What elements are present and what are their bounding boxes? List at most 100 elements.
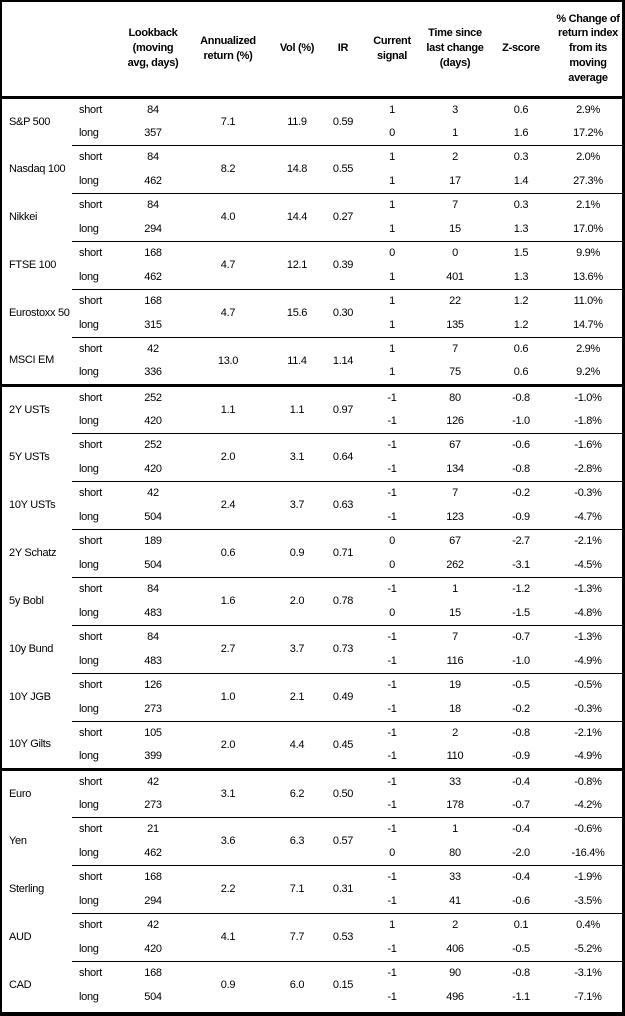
- signal-value: 0: [389, 846, 395, 859]
- time-since-value: 0: [422, 240, 488, 265]
- time-since-value: 126: [446, 414, 464, 427]
- time-since-value: 19: [422, 672, 488, 697]
- pct-change-value: 17.0%: [573, 222, 603, 235]
- zscore-value: 0.3: [488, 192, 554, 217]
- annualized-return-value: 4.7: [186, 288, 270, 337]
- zscore-value: -1.2: [488, 576, 554, 601]
- ir-value: 0.73: [324, 624, 362, 673]
- zscore-value: -0.7: [488, 624, 554, 649]
- zscore-value: -0.8: [488, 960, 554, 985]
- lookback-value: 168: [120, 240, 186, 265]
- ir-value: 1.14: [324, 336, 362, 385]
- pct-change-value: -2.1%: [554, 528, 622, 553]
- pct-change-value: -0.6%: [554, 816, 622, 841]
- table-header: Lookback (moving avg, days) Annualized r…: [2, 2, 622, 99]
- time-since-value: 80: [449, 846, 461, 859]
- asset-name: FTSE 100: [9, 259, 57, 271]
- annualized-return-value: 4.7: [186, 240, 270, 289]
- table-row: long 273 -1 178 -0.7 -4.2%: [2, 793, 622, 817]
- lookback-value: 357: [144, 126, 162, 139]
- pct-change-value: -7.1%: [574, 991, 602, 1003]
- table-row: long 483 -1 116 -1.0 -4.9%: [2, 649, 622, 673]
- time-since-value: 1: [452, 126, 458, 139]
- time-since-value: 7: [422, 624, 488, 649]
- col-header-asset: [2, 2, 72, 99]
- leg-label: short: [72, 288, 120, 313]
- time-since-value: 15: [449, 606, 461, 619]
- zscore-value: -0.8: [512, 462, 530, 475]
- pct-change-value: -0.3%: [574, 702, 602, 715]
- time-since-value: 17: [449, 174, 461, 187]
- lookback-value: 420: [144, 942, 162, 955]
- asset-name: 10Y USTs: [9, 499, 56, 511]
- table-body: S&P 500 short 84 7.1 11.9 0.59 1 3 0.6 2.9% long 35…: [2, 97, 622, 1009]
- leg-label: long: [79, 510, 99, 523]
- ir-value: 0.57: [324, 816, 362, 865]
- time-since-value: 116: [446, 654, 464, 667]
- leg-label: long: [79, 991, 99, 1003]
- col-header-lookback: Lookback (moving avg, days): [120, 2, 186, 99]
- lookback-value: 84: [120, 144, 186, 169]
- signal-value: -1: [362, 576, 422, 601]
- table-row: long 462 0 80 -2.0 -16.4%: [2, 841, 622, 865]
- table-row: Eurostoxx 50 short 168 4.7 15.6 0.30 1 22 1.2 11.…: [2, 288, 622, 337]
- signal-value: 0: [389, 558, 395, 571]
- asset-name: 5Y USTs: [9, 451, 50, 463]
- ir-value: 0.15: [324, 960, 362, 1009]
- signal-value: -1: [362, 383, 422, 409]
- leg-label: short: [79, 103, 102, 116]
- zscore-value: -0.4: [488, 864, 554, 889]
- leg-label: long: [79, 798, 99, 811]
- lookback-value: 168: [120, 288, 186, 313]
- leg-label: long: [79, 750, 99, 763]
- pct-change-value: -1.6%: [554, 432, 622, 457]
- ir-value: 0.97: [324, 383, 362, 433]
- zscore-value: -0.5: [488, 672, 554, 697]
- leg-label: short: [72, 624, 120, 649]
- zscore-value: 1.4: [513, 174, 529, 187]
- pct-change-value: -4.5%: [574, 558, 602, 571]
- pct-change-value: 2.1%: [554, 192, 622, 217]
- time-since-value: 401: [446, 270, 464, 283]
- col-header-zscore: Z-score: [488, 2, 554, 99]
- annualized-return-value: 1.0: [186, 672, 270, 721]
- ir-value: 0.49: [324, 672, 362, 721]
- pct-change-value: 0.4%: [554, 912, 622, 937]
- leg-label: short: [72, 240, 120, 265]
- zscore-value: -0.4: [488, 767, 554, 793]
- lookback-value: 189: [120, 528, 186, 553]
- vol-value: 2.0: [270, 576, 324, 625]
- header-row: Lookback (moving avg, days) Annualized r…: [2, 2, 622, 99]
- signal-value: -1: [362, 672, 422, 697]
- leg-label: long: [79, 462, 99, 475]
- time-since-value: 75: [449, 366, 461, 379]
- lookback-value: 84: [120, 624, 186, 649]
- leg-label: short: [72, 912, 120, 937]
- zscore-value: -1.1: [512, 991, 530, 1003]
- leg-label: long: [79, 270, 99, 283]
- vol-value: 7.1: [270, 864, 324, 913]
- time-since-value: 406: [446, 942, 464, 955]
- lookback-value: 42: [120, 336, 186, 361]
- leg-label: short: [72, 383, 120, 409]
- annualized-return-value: 2.0: [186, 720, 270, 769]
- zscore-value: 0.6: [513, 103, 529, 116]
- signal-value: 0: [389, 126, 395, 139]
- pct-change-value: 9.9%: [554, 240, 622, 265]
- annualized-return-value: 0.6: [186, 528, 270, 577]
- time-since-value: 1: [422, 816, 488, 841]
- signal-value: -1: [387, 942, 397, 955]
- table-row: long 504 0 262 -3.1 -4.5%: [2, 553, 622, 577]
- pct-change-value: -4.9%: [574, 750, 602, 763]
- vol-value: 1.1: [270, 383, 324, 433]
- leg-label: long: [79, 174, 99, 187]
- signal-value: -1: [387, 798, 397, 811]
- table-row: long 462 1 401 1.3 13.6%: [2, 265, 622, 289]
- signal-value: 1: [389, 222, 395, 235]
- time-since-value: 7: [422, 192, 488, 217]
- lookback-value: 504: [144, 510, 162, 523]
- ir-value: 0.31: [324, 864, 362, 913]
- vol-value: 11.4: [270, 336, 324, 385]
- col-header-time-since: Time since last change (days): [422, 2, 488, 99]
- lookback-value: 273: [144, 798, 162, 811]
